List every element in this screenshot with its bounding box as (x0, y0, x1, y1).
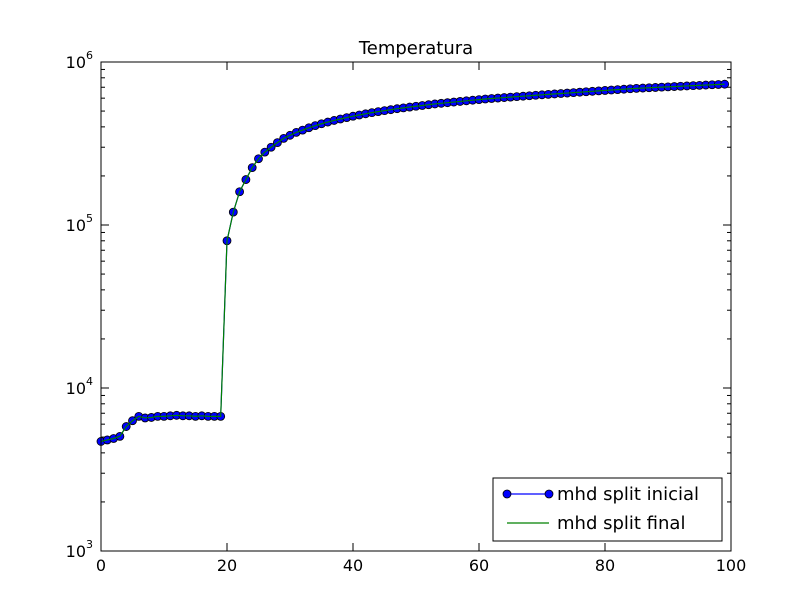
legend-label: mhd split inicial (557, 484, 699, 505)
series-mhd-split-final (100, 83, 725, 443)
legend-label: mhd split final (557, 513, 685, 534)
y-tick-label: 104 (66, 375, 93, 398)
series-line (100, 83, 725, 443)
x-tick-label: 100 (716, 556, 747, 575)
x-tick-label: 60 (469, 556, 489, 575)
y-tick-label: 106 (66, 49, 93, 72)
legend-marker (502, 489, 512, 499)
y-tick-label: 105 (66, 212, 93, 235)
legend: mhd split inicial mhd split final (492, 477, 723, 542)
x-tick-label: 20 (217, 556, 237, 575)
y-tick-label: 103 (66, 538, 93, 561)
chart-title: Temperatura (358, 38, 473, 59)
plot-frame (100, 61, 732, 552)
x-tick-label: 0 (96, 556, 106, 575)
legend-box (492, 477, 723, 542)
x-tick-label: 80 (595, 556, 615, 575)
x-tick-label: 40 (343, 556, 363, 575)
series-layer (96, 79, 730, 446)
legend-marker (544, 489, 554, 499)
axis-ticks: 0 20 40 60 80 100 103 104 105 106 (66, 49, 747, 575)
